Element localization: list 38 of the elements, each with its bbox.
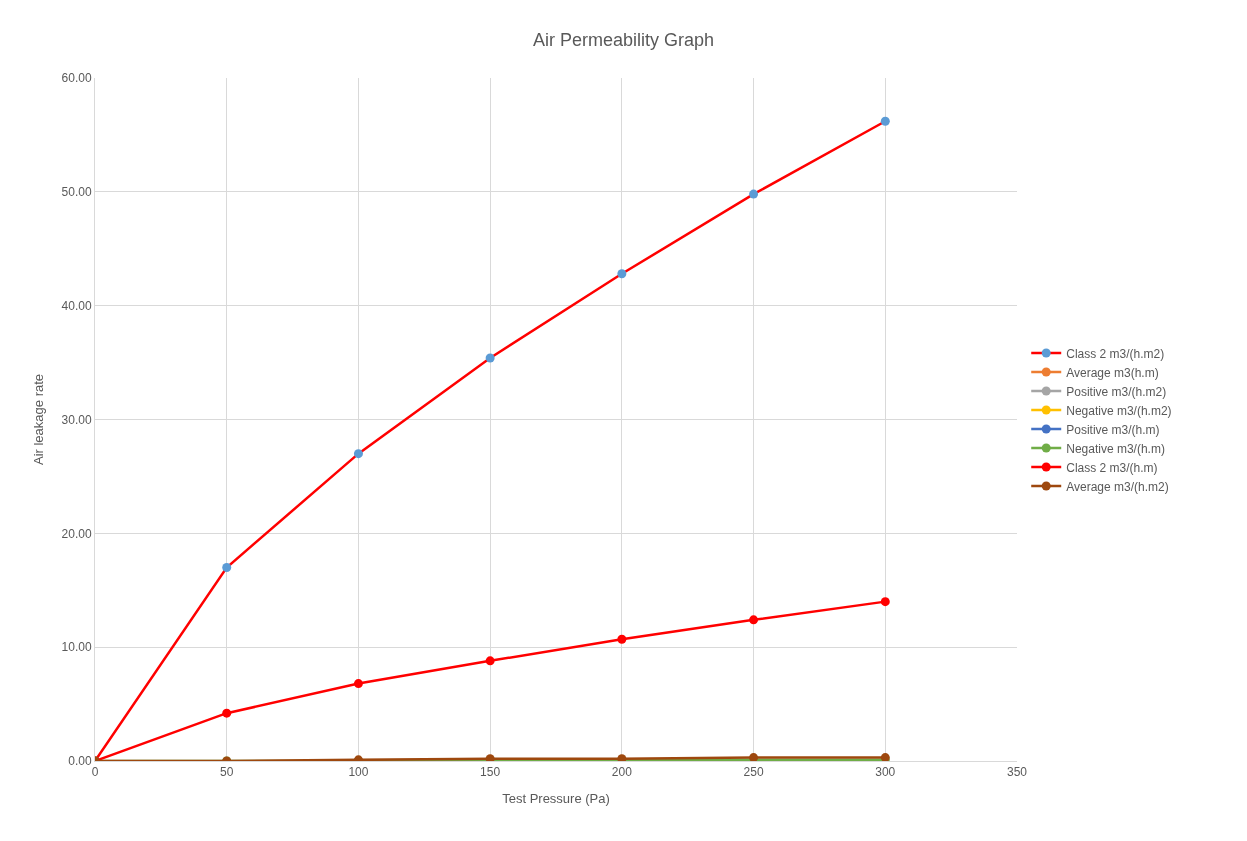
point <box>617 634 627 644</box>
legend-label: Average m3(h.m) <box>1066 365 1159 380</box>
x-tick-label: 250 <box>743 765 764 780</box>
point <box>749 615 759 625</box>
x-tick-label: 200 <box>611 765 633 780</box>
legend-label: Class 2 m3/(h.m2) <box>1066 346 1165 361</box>
point <box>222 562 232 572</box>
y-tick-label: 50.00 <box>61 185 92 200</box>
x-tick-label: 50 <box>220 765 234 780</box>
point <box>880 116 890 126</box>
x-tick-label: 0 <box>91 765 99 780</box>
legend-label: Class 2 m3/(h.m) <box>1066 460 1158 475</box>
point <box>485 353 495 363</box>
legend-label: Positive m3/(h.m) <box>1066 422 1160 437</box>
point <box>353 449 363 459</box>
point <box>617 269 627 279</box>
y-tick-label: 30.00 <box>61 412 92 427</box>
x-tick-label: 150 <box>480 765 501 780</box>
y-tick-label: 60.00 <box>61 71 92 86</box>
point <box>353 679 363 689</box>
y-tick-label: 20.00 <box>61 526 92 541</box>
chart-title: Air Permeability Graph <box>532 30 715 51</box>
legend-label: Negative m3/(h.m2) <box>1066 403 1172 418</box>
point <box>880 597 890 607</box>
legend-label: Negative m3/(h.m) <box>1066 441 1165 456</box>
x-tick-label: 300 <box>875 765 896 780</box>
x-tick-label: 350 <box>1006 765 1028 780</box>
y-tick-label: 10.00 <box>61 640 92 655</box>
point <box>749 189 759 199</box>
point <box>485 656 495 666</box>
legend-label: Positive m3/(h.m2) <box>1066 384 1167 399</box>
y-tick-label: 0.00 <box>68 754 92 769</box>
x-axis-title: Test Pressure (Pa) <box>502 791 610 806</box>
legend-label: Average m3/(h.m2) <box>1066 479 1169 494</box>
x-tick-label: 100 <box>348 765 369 780</box>
y-axis-title: Air leakage rate <box>30 373 46 466</box>
y-tick-label: 40.00 <box>61 298 92 313</box>
point <box>222 708 232 718</box>
